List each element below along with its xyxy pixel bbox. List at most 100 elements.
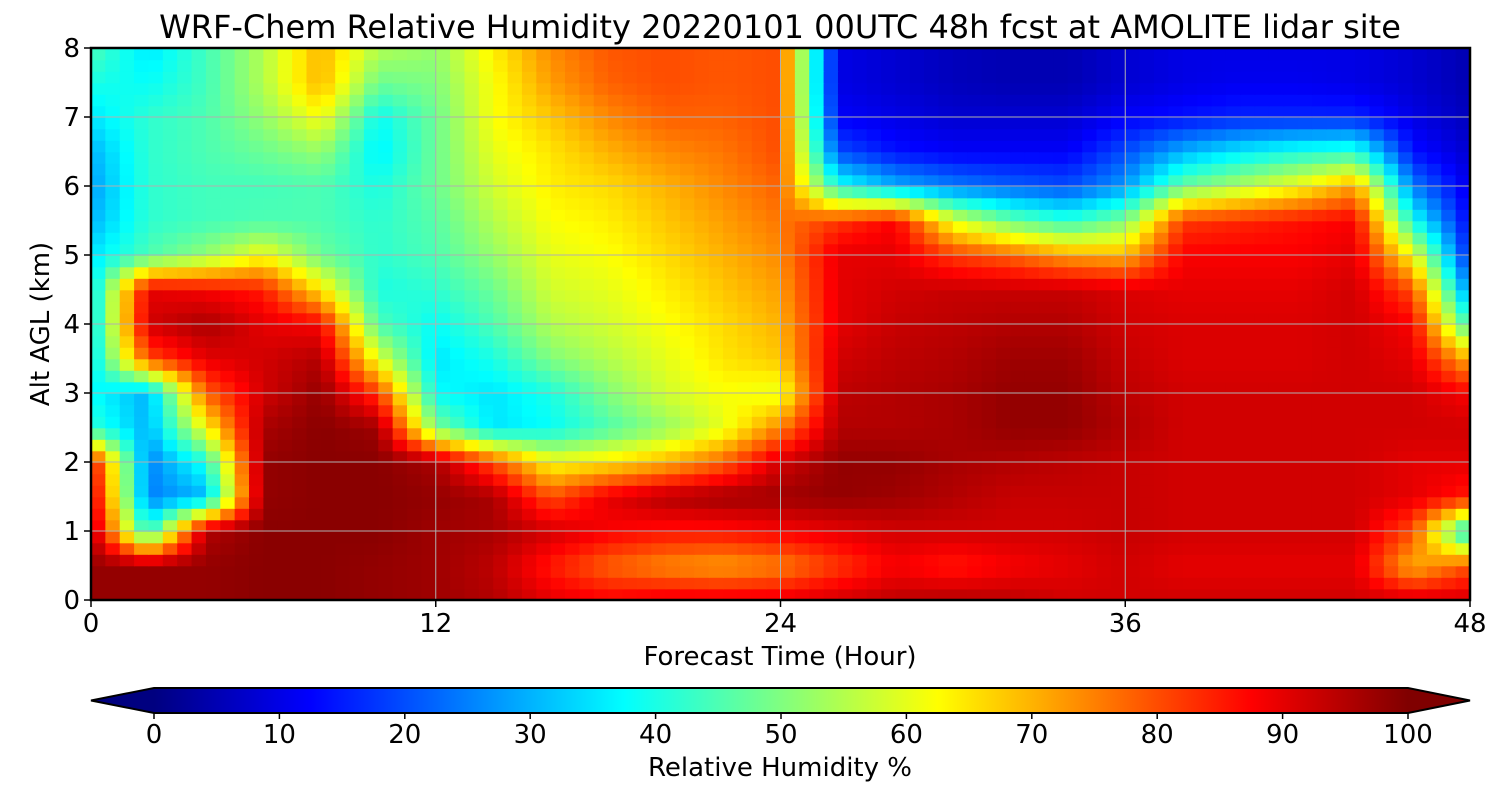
heatmap-cell <box>363 347 380 360</box>
heatmap-cell <box>852 427 868 440</box>
heatmap-cell <box>450 554 466 567</box>
heatmap-cell <box>766 439 782 452</box>
heatmap-cell <box>148 220 164 233</box>
heatmap-cell <box>363 59 380 72</box>
heatmap-cell <box>464 151 480 164</box>
heatmap-cell <box>866 473 882 486</box>
heatmap-cell <box>909 531 925 544</box>
heatmap-cell <box>837 485 854 498</box>
heatmap-cell <box>751 266 767 279</box>
heatmap-cell <box>134 358 150 371</box>
heatmap-cell <box>823 151 839 164</box>
heatmap-cell <box>478 485 494 498</box>
heatmap-cell <box>392 266 408 279</box>
heatmap-cell <box>1211 519 1227 532</box>
heatmap-cell <box>363 370 380 383</box>
heatmap-cell <box>1412 289 1428 302</box>
heatmap-cell <box>593 105 609 118</box>
heatmap-cell <box>751 105 767 118</box>
heatmap-cell <box>1211 508 1227 521</box>
heatmap-cell <box>679 140 696 153</box>
heatmap-cell <box>780 577 796 590</box>
heatmap-cell <box>780 381 796 394</box>
heatmap-cell <box>1039 404 1055 417</box>
heatmap-cell <box>1412 278 1428 291</box>
heatmap-cell <box>1182 128 1198 141</box>
heatmap-cell <box>1067 473 1083 486</box>
heatmap-cell <box>464 508 480 521</box>
heatmap-cell <box>1110 71 1127 84</box>
heatmap-cell <box>91 94 107 107</box>
heatmap-cell <box>392 519 408 532</box>
heatmap-cell <box>665 71 681 84</box>
heatmap-cell <box>1211 105 1227 118</box>
heatmap-cell <box>1197 450 1213 463</box>
heatmap-cell <box>1455 381 1470 394</box>
heatmap-cell <box>205 48 222 61</box>
heatmap-cell <box>91 140 107 153</box>
heatmap-cell <box>1096 197 1112 210</box>
heatmap-cell <box>521 289 538 302</box>
heatmap-cell <box>651 473 667 486</box>
heatmap-cell <box>277 439 293 452</box>
heatmap-cell <box>909 554 925 567</box>
heatmap-cell <box>205 427 222 440</box>
heatmap-cell <box>1225 71 1241 84</box>
heatmap-cell <box>205 531 222 544</box>
heatmap-cell <box>392 140 408 153</box>
heatmap-cell <box>363 289 380 302</box>
heatmap-cell <box>981 347 997 360</box>
heatmap-cell <box>507 485 523 498</box>
heatmap-cell <box>205 565 222 578</box>
heatmap-cell <box>1441 140 1457 153</box>
heatmap-cell <box>1441 105 1457 118</box>
heatmap-cell <box>952 48 969 61</box>
heatmap-cell <box>464 174 480 187</box>
heatmap-cell <box>1297 496 1313 509</box>
heatmap-cell <box>1283 393 1299 406</box>
heatmap-cell <box>794 105 811 118</box>
heatmap-cell <box>1039 312 1055 325</box>
heatmap-cell <box>521 59 538 72</box>
heatmap-cell <box>1383 140 1399 153</box>
heatmap-cell <box>349 347 365 360</box>
heatmap-cell <box>550 71 566 84</box>
heatmap-cell <box>205 82 222 95</box>
heatmap-cell <box>651 531 667 544</box>
heatmap-cell <box>924 335 940 348</box>
heatmap-cell <box>521 278 538 291</box>
heatmap-cell <box>579 393 595 406</box>
heatmap-cell <box>478 301 494 314</box>
heatmap-cell <box>521 117 538 130</box>
heatmap-cell <box>1369 393 1385 406</box>
heatmap-cell <box>119 220 135 233</box>
heatmap-cell <box>995 358 1012 371</box>
heatmap-cell <box>1225 186 1241 199</box>
heatmap-cell <box>1096 347 1112 360</box>
heatmap-cell <box>1254 347 1270 360</box>
heatmap-cell <box>435 485 451 498</box>
heatmap-cell <box>1024 209 1040 222</box>
heatmap-cell <box>708 94 724 107</box>
heatmap-cell <box>435 48 451 61</box>
heatmap-cell <box>593 151 609 164</box>
heatmap-cell <box>608 577 624 590</box>
heatmap-cell <box>938 82 954 95</box>
heatmap-cell <box>852 588 868 600</box>
heatmap-cell <box>852 358 868 371</box>
heatmap-cell <box>450 404 466 417</box>
heatmap-cell <box>277 243 293 256</box>
heatmap-cell <box>1268 370 1285 383</box>
heatmap-cell <box>1441 71 1457 84</box>
heatmap-cell <box>1139 416 1155 429</box>
heatmap-cell <box>881 347 897 360</box>
heatmap-cell <box>493 312 509 325</box>
heatmap-cell <box>105 117 121 130</box>
heatmap-cell <box>478 462 494 475</box>
heatmap-cell <box>435 266 451 279</box>
heatmap-cell <box>105 301 121 314</box>
heatmap-cell <box>1010 71 1026 84</box>
heatmap-cell <box>823 393 839 406</box>
heatmap-cell <box>565 105 581 118</box>
